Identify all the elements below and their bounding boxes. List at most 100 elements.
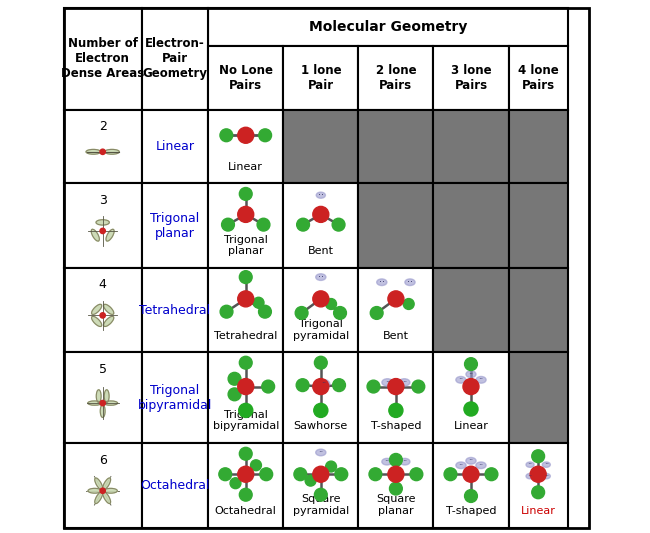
Circle shape bbox=[485, 468, 498, 481]
Text: ··: ·· bbox=[478, 461, 484, 470]
Ellipse shape bbox=[103, 317, 114, 327]
Text: Number of
Electron
Dense Areas: Number of Electron Dense Areas bbox=[61, 37, 144, 80]
FancyBboxPatch shape bbox=[64, 183, 142, 268]
FancyBboxPatch shape bbox=[208, 268, 283, 352]
FancyBboxPatch shape bbox=[508, 183, 568, 268]
Circle shape bbox=[239, 271, 252, 284]
Text: Bent: Bent bbox=[308, 246, 334, 256]
Circle shape bbox=[313, 466, 329, 482]
Text: ··: ·· bbox=[402, 457, 408, 466]
Ellipse shape bbox=[96, 220, 109, 225]
FancyBboxPatch shape bbox=[434, 183, 508, 268]
FancyBboxPatch shape bbox=[358, 110, 434, 183]
Text: Linear: Linear bbox=[155, 140, 194, 153]
FancyBboxPatch shape bbox=[434, 268, 508, 352]
Text: ··: ·· bbox=[469, 456, 474, 465]
Ellipse shape bbox=[382, 458, 392, 465]
FancyBboxPatch shape bbox=[358, 443, 434, 528]
Ellipse shape bbox=[400, 458, 410, 465]
Ellipse shape bbox=[526, 473, 534, 479]
Text: ··: ·· bbox=[384, 457, 389, 466]
FancyBboxPatch shape bbox=[64, 8, 142, 110]
Text: ··: ·· bbox=[318, 272, 324, 282]
Circle shape bbox=[220, 305, 233, 318]
Circle shape bbox=[444, 468, 457, 481]
Text: Molecular Geometry: Molecular Geometry bbox=[309, 20, 467, 34]
Text: Tetrahedral: Tetrahedral bbox=[214, 330, 278, 341]
Text: ··: ·· bbox=[478, 375, 484, 384]
FancyBboxPatch shape bbox=[208, 183, 283, 268]
Circle shape bbox=[296, 218, 309, 231]
FancyBboxPatch shape bbox=[434, 110, 508, 183]
Circle shape bbox=[315, 488, 327, 501]
FancyBboxPatch shape bbox=[64, 268, 142, 352]
Ellipse shape bbox=[104, 488, 118, 493]
Circle shape bbox=[410, 468, 422, 481]
FancyBboxPatch shape bbox=[208, 110, 283, 183]
Ellipse shape bbox=[91, 229, 99, 241]
Circle shape bbox=[238, 378, 254, 394]
Text: Trigonal
pyramidal: Trigonal pyramidal bbox=[292, 319, 349, 341]
Ellipse shape bbox=[456, 462, 466, 469]
Circle shape bbox=[230, 478, 241, 489]
Ellipse shape bbox=[92, 317, 101, 327]
FancyBboxPatch shape bbox=[508, 110, 568, 183]
FancyBboxPatch shape bbox=[358, 46, 434, 110]
Circle shape bbox=[369, 468, 382, 481]
Circle shape bbox=[228, 373, 241, 385]
FancyBboxPatch shape bbox=[283, 352, 358, 443]
Ellipse shape bbox=[103, 492, 111, 504]
Circle shape bbox=[464, 402, 478, 416]
Text: ··: ·· bbox=[458, 461, 463, 470]
FancyBboxPatch shape bbox=[508, 443, 568, 528]
Ellipse shape bbox=[542, 462, 551, 467]
Circle shape bbox=[295, 306, 308, 319]
Ellipse shape bbox=[104, 401, 118, 405]
Circle shape bbox=[238, 466, 254, 482]
Text: ··: ·· bbox=[469, 370, 474, 379]
Text: Linear: Linear bbox=[454, 422, 488, 432]
Circle shape bbox=[389, 482, 402, 495]
FancyBboxPatch shape bbox=[64, 110, 142, 183]
Text: ··: ·· bbox=[385, 378, 390, 387]
FancyBboxPatch shape bbox=[508, 268, 568, 352]
Ellipse shape bbox=[316, 274, 326, 280]
Ellipse shape bbox=[104, 390, 109, 402]
Text: Octahedral: Octahedral bbox=[214, 506, 277, 516]
Text: ··: ·· bbox=[543, 472, 549, 481]
FancyBboxPatch shape bbox=[208, 443, 283, 528]
Ellipse shape bbox=[96, 390, 101, 402]
Circle shape bbox=[313, 291, 329, 307]
Ellipse shape bbox=[466, 457, 476, 464]
Circle shape bbox=[530, 466, 546, 482]
Ellipse shape bbox=[476, 376, 486, 383]
Circle shape bbox=[389, 403, 403, 417]
FancyBboxPatch shape bbox=[142, 110, 208, 183]
Circle shape bbox=[370, 306, 383, 319]
FancyBboxPatch shape bbox=[508, 352, 568, 443]
Circle shape bbox=[100, 488, 105, 494]
Circle shape bbox=[313, 206, 329, 222]
Circle shape bbox=[532, 450, 545, 463]
Text: 6: 6 bbox=[99, 454, 107, 467]
Text: Trigonal
bipyramidal: Trigonal bipyramidal bbox=[213, 410, 279, 432]
Circle shape bbox=[238, 206, 254, 222]
Text: ··: ·· bbox=[318, 190, 324, 200]
Text: ··: ·· bbox=[527, 460, 533, 469]
Ellipse shape bbox=[103, 478, 111, 490]
Circle shape bbox=[259, 305, 271, 318]
Text: Sawhorse: Sawhorse bbox=[294, 422, 348, 432]
Ellipse shape bbox=[100, 405, 105, 417]
Circle shape bbox=[388, 291, 404, 307]
Text: 3: 3 bbox=[99, 194, 107, 207]
Text: 5: 5 bbox=[99, 363, 107, 376]
Text: ··: ·· bbox=[379, 277, 385, 287]
Circle shape bbox=[250, 460, 261, 471]
Circle shape bbox=[294, 468, 307, 481]
Circle shape bbox=[228, 388, 241, 401]
Text: 2 lone
Pairs: 2 lone Pairs bbox=[376, 64, 416, 92]
Text: Trigonal
planar: Trigonal planar bbox=[224, 235, 268, 256]
Ellipse shape bbox=[88, 401, 101, 405]
Text: Tetrahedral: Tetrahedral bbox=[139, 304, 211, 317]
Text: Linear: Linear bbox=[228, 161, 263, 172]
